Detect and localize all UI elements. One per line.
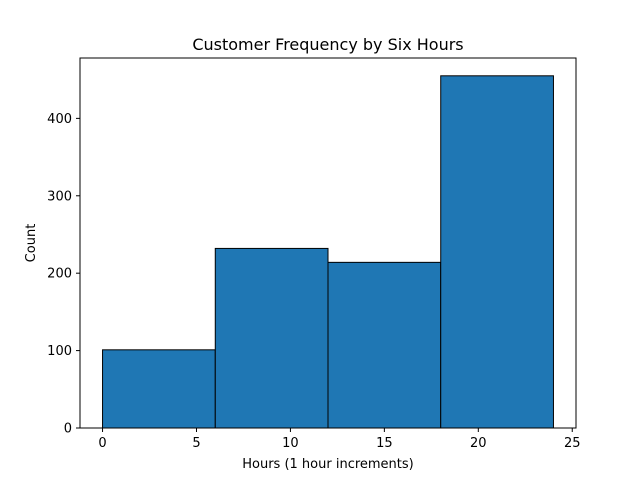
plot-frame: [79, 57, 577, 429]
chart-title: Customer Frequency by Six Hours: [192, 35, 463, 54]
y-tick-label-0: 0: [64, 422, 72, 437]
x-tick-label-2: 10: [282, 436, 299, 451]
x-tick-label-5: 25: [564, 436, 581, 451]
y-axis-label: Count: [24, 224, 39, 263]
x-axis-label: Hours (1 hour increments): [242, 457, 414, 472]
y-tick-label-2: 200: [47, 267, 72, 282]
bar-2: [327, 261, 442, 429]
x-tick-label-4: 20: [470, 436, 487, 451]
y-tick-label-4: 400: [47, 112, 72, 127]
y-ticks-group: 0 100 200 300 400: [47, 112, 80, 437]
x-ticks-group: 0 5 10 15 20 25: [98, 428, 581, 451]
x-tick-label-3: 15: [376, 436, 393, 451]
x-tick-label-0: 0: [98, 436, 106, 451]
y-tick-label-1: 100: [47, 344, 72, 359]
y-tick-label-3: 300: [47, 189, 72, 204]
bar-3: [440, 75, 554, 429]
bar-1: [214, 247, 329, 429]
x-tick-label-1: 5: [192, 436, 200, 451]
bar-0: [102, 349, 216, 429]
bars-group: [102, 75, 554, 429]
